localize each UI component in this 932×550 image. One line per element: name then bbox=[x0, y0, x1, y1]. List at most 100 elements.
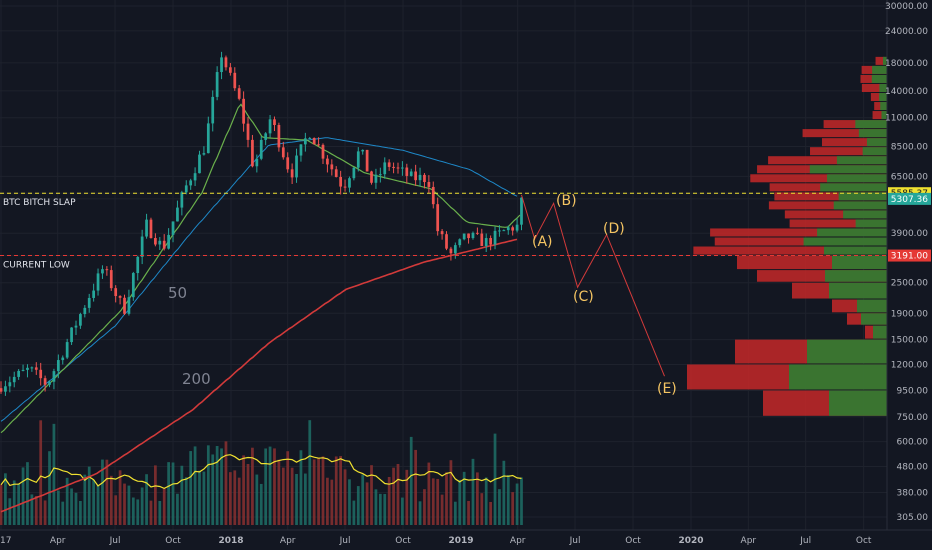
profile-bar-down bbox=[714, 237, 887, 246]
candle-body bbox=[273, 119, 276, 126]
candle-body bbox=[198, 154, 201, 174]
volume-bar bbox=[61, 501, 65, 525]
price-axis[interactable]: 305.00 380.00 480.00 600.00 750.00 950.00 1200… bbox=[885, 0, 932, 550]
volume-bar bbox=[220, 448, 223, 525]
profile-bar-up bbox=[880, 102, 887, 111]
time-tick-label: 17 bbox=[0, 536, 11, 546]
profile-bar-up bbox=[866, 138, 887, 147]
candle-body bbox=[96, 273, 100, 291]
candle-body bbox=[52, 371, 56, 382]
candle-body bbox=[17, 370, 21, 377]
volume-bar bbox=[215, 445, 219, 525]
candle-body bbox=[489, 238, 492, 245]
volume-bar bbox=[52, 423, 56, 525]
candle-body bbox=[352, 167, 356, 179]
profile-bar-up bbox=[879, 92, 887, 102]
volume-bar bbox=[92, 480, 95, 525]
time-tick-label: Oct bbox=[165, 536, 181, 546]
time-tick-label: Oct bbox=[856, 536, 872, 546]
candle-body bbox=[462, 233, 466, 240]
volume-bar bbox=[471, 458, 475, 525]
candle-body bbox=[339, 176, 343, 187]
volume-bar bbox=[436, 478, 440, 525]
volume-bar bbox=[65, 477, 69, 525]
candle-body bbox=[105, 269, 109, 271]
profile-bar-up bbox=[817, 228, 887, 237]
volume-bar bbox=[383, 494, 387, 525]
volume-bar bbox=[202, 471, 206, 525]
candle-body bbox=[162, 240, 166, 249]
candle-body bbox=[65, 342, 69, 358]
profile-bar-up bbox=[882, 56, 887, 65]
time-axis[interactable]: 17 Apr Jul Oct 2018 Apr Jul Oct 2019 Apr Jul Oct 202… bbox=[0, 529, 932, 550]
candle-body bbox=[224, 57, 228, 68]
volume-bar bbox=[167, 462, 170, 525]
candle-body bbox=[480, 233, 484, 246]
volume-bar bbox=[229, 472, 232, 525]
volume-bar bbox=[356, 486, 360, 525]
candle-body bbox=[295, 155, 298, 178]
volume-bar bbox=[330, 479, 334, 525]
candle-body bbox=[277, 125, 281, 148]
candle-body bbox=[184, 185, 188, 193]
candle-body bbox=[471, 232, 475, 239]
candle-body bbox=[167, 234, 170, 249]
profile-bar-down bbox=[870, 92, 887, 102]
volume-bar bbox=[506, 474, 510, 525]
candle-body bbox=[330, 164, 334, 170]
time-tick-label: Jul bbox=[799, 536, 811, 546]
volume-bar bbox=[114, 495, 118, 525]
profile-bar-up bbox=[879, 83, 887, 92]
candle-body bbox=[445, 234, 448, 249]
price-tick-label: 2500.00 bbox=[891, 279, 928, 289]
profile-bar-up bbox=[827, 174, 887, 183]
volume-bar bbox=[440, 494, 444, 525]
volume-bar bbox=[109, 475, 113, 525]
profile-bar-down bbox=[823, 120, 887, 129]
candle-body bbox=[229, 67, 232, 73]
candle-body bbox=[70, 327, 73, 343]
volume-bar bbox=[365, 482, 369, 525]
candle-body bbox=[109, 270, 113, 289]
volume-bar bbox=[401, 497, 404, 525]
volume-bar bbox=[105, 459, 109, 525]
volume-bar bbox=[162, 488, 166, 525]
time-tick-label: Oct bbox=[625, 536, 641, 546]
profile-bar-down bbox=[802, 129, 887, 138]
volume-bar bbox=[445, 472, 448, 525]
volume-bar bbox=[431, 478, 435, 525]
volume-bar bbox=[321, 456, 325, 525]
volume-bar bbox=[233, 470, 237, 525]
volume-bar bbox=[480, 493, 484, 525]
candle-body bbox=[87, 297, 91, 308]
volume-bar bbox=[515, 483, 519, 525]
volume-bar bbox=[149, 500, 153, 525]
volume-bar bbox=[264, 448, 268, 525]
volume-profile bbox=[687, 56, 887, 416]
candle-body bbox=[171, 221, 175, 235]
profile-bar-down bbox=[861, 83, 887, 92]
profile-bar-down bbox=[693, 246, 887, 255]
profile-bar-down bbox=[810, 147, 887, 156]
volume-bar bbox=[476, 472, 479, 525]
price-tick-label: 30000.00 bbox=[885, 2, 928, 12]
volume-bar bbox=[48, 451, 51, 525]
volume-bars bbox=[0, 420, 523, 525]
price-axis-panel bbox=[887, 0, 932, 550]
volume-bar bbox=[348, 479, 351, 525]
profile-bar-up bbox=[832, 255, 887, 270]
wave-projection bbox=[521, 194, 665, 377]
volume-bar bbox=[484, 477, 488, 525]
candle-body bbox=[61, 357, 65, 361]
volume-bar bbox=[498, 489, 501, 525]
ma200-line bbox=[0, 238, 518, 513]
time-tick-label: Apr bbox=[280, 536, 296, 546]
profile-bar-up bbox=[820, 183, 887, 192]
profile-bar-up bbox=[789, 364, 887, 390]
price-tick-label: 950.00 bbox=[897, 386, 929, 396]
candle-body bbox=[145, 219, 148, 237]
profile-bar-up bbox=[881, 111, 887, 120]
candle-body bbox=[259, 139, 263, 159]
candle-body bbox=[246, 123, 250, 140]
